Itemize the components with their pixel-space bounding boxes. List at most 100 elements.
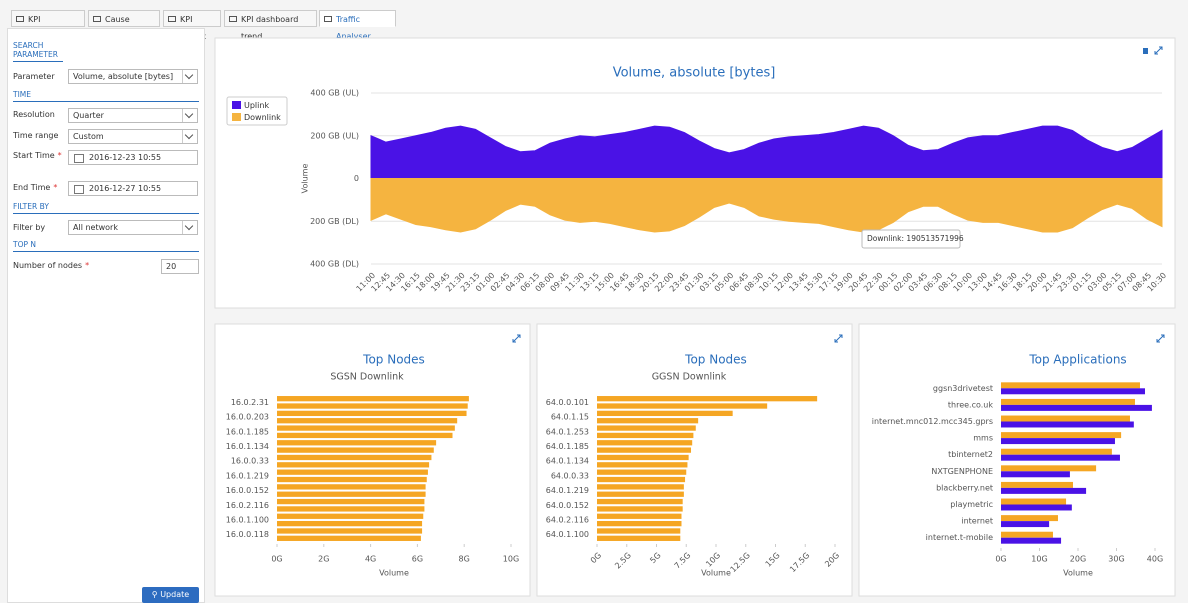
bar	[597, 506, 683, 512]
bar	[277, 491, 426, 497]
required-mark: *	[57, 151, 62, 160]
number-input[interactable]: 20	[161, 259, 199, 274]
bar	[277, 469, 428, 475]
expand-icon[interactable]	[1156, 334, 1165, 343]
y-tick-label: 64.0.1.15	[551, 413, 589, 422]
sidebar: SEARCH PARAMETER Parameter Volume, absol…	[7, 28, 205, 603]
required-mark: *	[85, 261, 90, 270]
y-tick-label: 64.0.1.100	[546, 530, 589, 539]
bar	[1001, 465, 1097, 472]
bar	[597, 535, 681, 541]
select-value: All network	[73, 223, 118, 232]
bar	[597, 410, 733, 417]
bar	[1001, 515, 1058, 522]
field-label: End Time *	[13, 183, 57, 192]
field-label: Time range	[13, 131, 59, 140]
bar	[277, 440, 437, 446]
y-tick-label: 200 GB (DL)	[310, 217, 359, 226]
bar	[277, 432, 453, 439]
y-tick-label: 64.0.1.253	[546, 427, 589, 436]
y-tick-label: 64.0.0.101	[546, 398, 589, 407]
input-value: 2016-12-27 10:55	[89, 184, 162, 193]
legend-label: Uplink	[244, 101, 269, 110]
bar	[1001, 404, 1152, 411]
bar	[1001, 438, 1115, 445]
y-tick-label: blackberry.net	[936, 483, 993, 492]
bar	[277, 403, 468, 409]
bar	[1001, 415, 1130, 422]
bar	[597, 513, 682, 519]
y-tick-label: ggsn3drivetest	[933, 384, 993, 393]
field-label: Start Time *	[13, 151, 62, 160]
bar	[277, 535, 421, 541]
button-label: Update	[160, 590, 190, 599]
tab[interactable]: KPI matrix	[163, 10, 221, 41]
tab[interactable]: KPI dashboard	[11, 10, 85, 41]
expand-icon[interactable]	[1154, 46, 1163, 55]
select[interactable]: Quarter	[68, 108, 198, 123]
book-icon[interactable]	[1143, 48, 1148, 54]
bar	[1001, 498, 1067, 505]
field-label-text: Start Time	[13, 151, 55, 160]
section-title: TOP N	[13, 240, 199, 252]
select[interactable]: All network	[68, 220, 198, 235]
bar	[1001, 471, 1070, 478]
input-value: 20	[166, 262, 177, 271]
chart-title: Volume, absolute [bytes]	[613, 66, 776, 81]
field-label-text: Number of nodes	[13, 261, 83, 270]
field-label-text: End Time	[13, 183, 51, 192]
input-value: 2016-12-23 10:55	[89, 153, 162, 162]
y-tick-label: internet	[961, 517, 993, 526]
tab[interactable]: Traffic Analyser	[319, 10, 396, 41]
tab[interactable]: Cause analysis	[88, 10, 160, 41]
x-tick-label: 8G	[459, 555, 470, 564]
tab[interactable]: KPI dashboard trend	[224, 10, 317, 41]
legend-swatch	[232, 101, 241, 109]
expand-icon[interactable]	[512, 334, 521, 343]
select[interactable]: Custom	[68, 129, 198, 144]
section-title: TIME	[13, 90, 199, 102]
y-tick-label: 400 GB (UL)	[310, 89, 359, 98]
expand-icon[interactable]	[834, 334, 843, 343]
tooltip	[861, 229, 961, 249]
bar	[277, 513, 424, 519]
select-value: Volume, absolute [bytes]	[73, 72, 174, 81]
field-label: Parameter	[13, 72, 55, 81]
x-tick-label: 4G	[365, 555, 376, 564]
select-value: Custom	[73, 132, 104, 141]
y-tick-label: 16.0.0.33	[231, 457, 269, 466]
bar	[597, 462, 688, 468]
area	[370, 178, 1163, 233]
required-mark: *	[53, 183, 58, 192]
bar	[597, 447, 692, 453]
y-tick-label: internet.mnc012.mcc345.gprs	[872, 417, 993, 426]
legend-swatch	[232, 113, 241, 121]
x-tick-label: 2G	[318, 555, 329, 564]
bar	[277, 520, 423, 527]
tooltip-text: Downlink: 190513571996	[867, 234, 964, 243]
y-tick-label: 16.0.1.219	[226, 471, 269, 480]
bar	[1001, 531, 1053, 538]
y-tick-label: 16.0.0.152	[226, 486, 269, 495]
y-tick-label: 16.0.0.203	[226, 413, 269, 422]
date-input[interactable]: 2016-12-27 10:55	[68, 181, 198, 196]
y-tick-label: 16.0.2.31	[231, 398, 269, 407]
bar	[597, 498, 683, 505]
bar	[1001, 388, 1145, 395]
select[interactable]: Volume, absolute [bytes]	[68, 69, 198, 84]
legend-label: Downlink	[244, 113, 281, 122]
y-tick-label: 0	[354, 174, 359, 183]
legend-box	[226, 96, 288, 126]
bar	[597, 528, 681, 534]
update-button[interactable]: ⚲ Update	[142, 587, 199, 603]
bar	[277, 425, 455, 431]
x-tick-label: 6G	[412, 555, 423, 564]
bar	[1001, 521, 1050, 528]
date-input[interactable]: 2016-12-23 10:55	[68, 150, 198, 165]
section-title: SEARCH PARAMETER	[13, 41, 63, 62]
bar	[597, 476, 686, 483]
y-tick-label: 64.0.1.219	[546, 486, 589, 495]
x-tick-label: 20G	[1070, 555, 1086, 564]
field-label: Number of nodes *	[13, 261, 89, 270]
bar	[277, 454, 432, 461]
